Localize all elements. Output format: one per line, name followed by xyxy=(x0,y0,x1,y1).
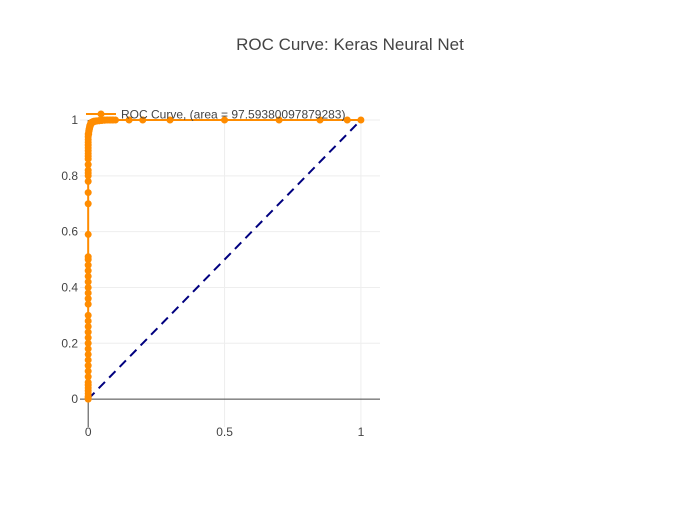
grid-lines xyxy=(80,119,380,427)
roc-point xyxy=(357,116,365,124)
y-tick-label: 0.4 xyxy=(61,280,78,294)
roc-point xyxy=(84,350,92,358)
reference-diagonal-line xyxy=(87,119,362,400)
roc-point xyxy=(221,116,229,124)
y-tick-label: 0.2 xyxy=(61,336,78,350)
roc-point xyxy=(166,116,174,124)
x-tick-label: 0.5 xyxy=(216,425,233,439)
roc-point xyxy=(84,161,92,169)
roc-point xyxy=(84,373,92,381)
roc-point xyxy=(275,116,283,124)
y-tick-label: 1 xyxy=(71,113,78,127)
chart-title: ROC Curve: Keras Neural Net xyxy=(236,35,464,54)
roc-point xyxy=(84,334,92,342)
roc-point xyxy=(84,230,92,238)
x-tick-label: 0 xyxy=(85,425,92,439)
axes xyxy=(80,120,380,427)
roc-point xyxy=(316,116,324,124)
roc-point xyxy=(84,339,92,347)
roc-point xyxy=(84,367,92,375)
y-tick-label: 0 xyxy=(71,392,78,406)
roc-point xyxy=(84,253,92,261)
roc-point xyxy=(84,261,92,269)
roc-point xyxy=(84,317,92,325)
roc-point xyxy=(84,311,92,319)
roc-point xyxy=(84,345,92,353)
roc-point xyxy=(84,378,92,386)
roc-point xyxy=(84,189,92,197)
roc-point xyxy=(84,323,92,331)
roc-point xyxy=(84,267,92,275)
y-tick-label: 0.8 xyxy=(61,169,78,183)
series-layer xyxy=(84,116,365,403)
y-tick-label: 0.6 xyxy=(61,225,78,239)
roc-point xyxy=(84,166,92,174)
roc-point xyxy=(343,116,351,124)
roc-point xyxy=(139,116,147,124)
legend-label: ROC Curve, (area = 97.59380097879283) xyxy=(121,108,345,122)
roc-point xyxy=(84,177,92,185)
roc-point xyxy=(111,116,119,124)
roc-point xyxy=(84,289,92,297)
roc-point xyxy=(84,328,92,336)
x-tick-label: 1 xyxy=(358,425,365,439)
roc-point xyxy=(84,200,92,208)
roc-point xyxy=(84,283,92,291)
tick-labels: 0 0.2 0.4 0.6 0.8 1 0 0.5 1 xyxy=(61,113,364,439)
roc-point xyxy=(84,356,92,364)
legend-marker xyxy=(97,110,105,118)
roc-point xyxy=(84,295,92,303)
legend[interactable]: ROC Curve, (area = 97.59380097879283) xyxy=(86,108,345,122)
roc-point xyxy=(84,300,92,308)
roc-point xyxy=(84,272,92,280)
roc-point xyxy=(125,116,133,124)
roc-point xyxy=(84,278,92,286)
roc-point xyxy=(84,362,92,370)
